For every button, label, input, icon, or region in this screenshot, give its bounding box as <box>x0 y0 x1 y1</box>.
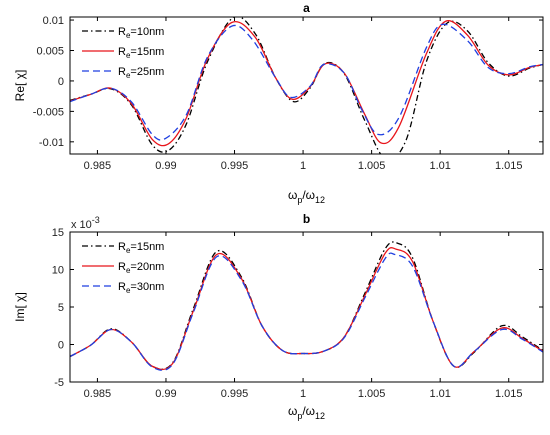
series-line-2 <box>70 20 543 147</box>
y-axis-label: Re[ χ] <box>13 70 27 102</box>
chart-title: a <box>303 1 310 15</box>
x-tick-label: 1.015 <box>495 388 523 400</box>
chart-title: b <box>303 212 310 226</box>
y-tick-label: 5 <box>58 302 64 314</box>
legend: Re=10nm Re=15nm Re=25nm <box>82 26 164 80</box>
x-tick-label: 0.995 <box>221 160 249 172</box>
legend-label-3: Re=30nm <box>118 281 164 295</box>
x-tick-label: 0.985 <box>84 388 112 400</box>
y-tick-label: 0.01 <box>43 15 64 27</box>
legend-label-3: Re=25nm <box>118 66 164 80</box>
x-tick-label: 1.01 <box>429 388 450 400</box>
axes-box <box>69 231 544 383</box>
x-tick-label: 0.985 <box>84 160 112 172</box>
axes-box <box>69 16 544 155</box>
series-group <box>70 17 543 154</box>
x-tick-label: 0.99 <box>155 160 176 172</box>
legend-label-1: Re=15nm <box>118 241 164 255</box>
y-tick-label: 0 <box>58 76 64 88</box>
chart-panel-b: b 0.985 0.99 0.995 1 1.005 1.01 1.015 -5 0 5 10 15 x … <box>13 212 544 421</box>
y-axis-label: Im[ χ] <box>13 292 27 322</box>
y-tick-label: -0.005 <box>33 106 64 118</box>
y-tick-label: 15 <box>52 227 64 239</box>
series-group <box>70 241 543 371</box>
x-axis-label: ωp/ω12 <box>288 404 325 421</box>
y-tick-label: -5 <box>54 377 64 389</box>
x-tick-label: 1.01 <box>429 160 450 172</box>
y-tick-label: 0.005 <box>36 45 64 57</box>
chart-panel-a: a 0.985 0.99 0.995 1 1.005 1.01 1.015 -0.01 -0.00… <box>13 1 544 205</box>
y-tick-label: 10 <box>52 265 64 277</box>
legend: Re=15nm Re=20nm Re=30nm <box>82 241 164 295</box>
legend-label-2: Re=20nm <box>118 261 164 275</box>
y-exponent-label: x 10-3 <box>71 215 100 231</box>
x-tick-label: 0.995 <box>221 388 249 400</box>
x-tick-label: 1 <box>300 160 306 172</box>
x-tick-label: 1.015 <box>495 160 523 172</box>
y-tick-label: -0.01 <box>39 137 64 149</box>
series-line-3 <box>70 23 543 141</box>
x-tick-label: 0.99 <box>155 388 176 400</box>
legend-label-2: Re=15nm <box>118 46 164 60</box>
x-tick-label: 1 <box>300 388 306 400</box>
series-line-3 <box>70 252 543 371</box>
series-line-1 <box>70 17 543 154</box>
x-tick-label: 1.005 <box>358 160 386 172</box>
x-tick-label: 1.005 <box>358 388 386 400</box>
y-tick-label: 0 <box>58 340 64 352</box>
x-axis-label: ωp/ω12 <box>288 188 325 205</box>
legend-label-1: Re=10nm <box>118 26 164 40</box>
